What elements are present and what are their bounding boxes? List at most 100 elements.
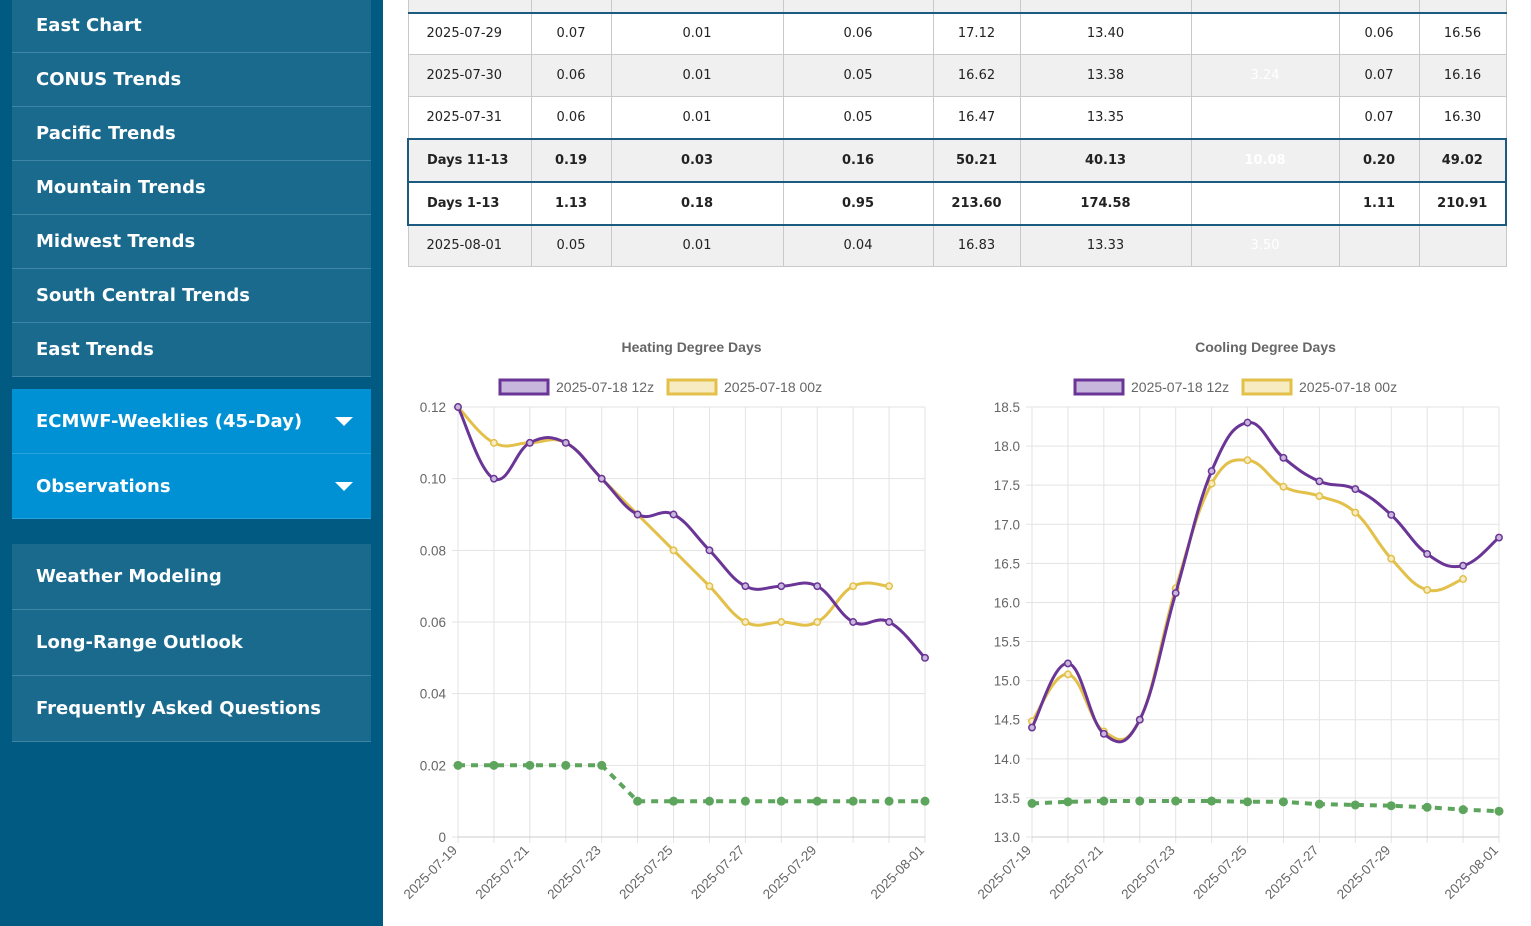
legend-swatch — [1073, 378, 1125, 396]
table-cell: 210.91 — [1418, 180, 1507, 226]
data-point-12z — [921, 653, 929, 662]
data-point-12z — [1279, 453, 1288, 462]
x-tick-label: 2025-07-27 — [688, 843, 747, 902]
nav-item-frequently-asked-questions[interactable]: Frequently Asked Questions — [12, 676, 371, 742]
nav-item-mountain-trends[interactable]: Mountain Trends — [12, 161, 371, 215]
nav-item-label: East Trends — [36, 339, 154, 360]
table-cell — [610, 0, 784, 14]
table-cell: 0.01 — [610, 54, 784, 97]
y-tick-label: 17.5 — [994, 478, 1020, 493]
nav-item-observations[interactable]: Observations — [12, 454, 371, 519]
legend-label: 2025-07-18 00z — [724, 379, 822, 395]
table-cell — [530, 0, 612, 14]
data-table: 2025-07-29 0.07 0.01 0.06 17.12 13.40 3.72 0.06… — [407, 0, 1507, 267]
x-tick-label: 2025-08-01 — [868, 843, 927, 902]
nav-item-label: South Central Trends — [36, 285, 250, 306]
nav-item-label: Mountain Trends — [36, 177, 206, 198]
data-point-00z — [1459, 575, 1468, 583]
x-tick-label: 2025-07-25 — [616, 843, 675, 902]
nav-item-pacific-trends[interactable]: Pacific Trends — [12, 107, 371, 161]
y-tick-label: 0.02 — [420, 758, 446, 773]
table-cell: 50.21 — [932, 137, 1021, 183]
table-cell: 16.30 — [1418, 96, 1507, 139]
nav-item-label: Pacific Trends — [36, 123, 176, 144]
data-point-00z — [741, 618, 750, 626]
table-cell: 0.95 — [782, 180, 934, 226]
nav-item-long-range-outlook[interactable]: Long-Range Outlook — [12, 610, 371, 676]
y-tick-label: 14.5 — [994, 713, 1020, 728]
caret-down-icon — [335, 481, 353, 491]
table-cell: 0.18 — [610, 180, 784, 226]
legend-swatch — [498, 378, 550, 396]
data-point-12z — [1207, 467, 1216, 476]
data-point-normal — [525, 760, 535, 770]
table-cell: 13.33 — [1019, 224, 1192, 267]
table-cell: 3.12 — [1190, 96, 1340, 139]
y-tick-label: 0.08 — [420, 543, 446, 558]
table-cell: 16.83 — [932, 224, 1021, 267]
data-point-normal — [1171, 796, 1181, 806]
data-point-normal — [633, 796, 643, 806]
table-cell: 16.56 — [1418, 12, 1507, 55]
table-cell: 0.01 — [610, 96, 784, 139]
data-point-normal — [1278, 797, 1288, 807]
table-cell: 0.06 — [1338, 12, 1420, 55]
nav-item-weather-modeling[interactable]: Weather Modeling — [12, 544, 371, 610]
data-point-00z — [669, 546, 678, 555]
table-cell: 0.03 — [610, 137, 784, 183]
y-tick-label: 18.5 — [994, 400, 1020, 415]
data-point-12z — [1387, 510, 1396, 519]
x-tick-label: 2025-07-23 — [544, 843, 603, 902]
table-cell: 16.62 — [932, 54, 1021, 97]
nav-item-label: East Chart — [36, 15, 142, 36]
series-line-normal — [458, 763, 925, 804]
nav-item-label: Long-Range Outlook — [36, 632, 243, 653]
x-tick-label: 2025-07-23 — [1118, 843, 1177, 902]
data-point-00z — [1243, 456, 1252, 465]
table-cell — [1019, 0, 1192, 14]
table-cell — [1338, 0, 1420, 14]
table-cell: 2025-07-31 — [407, 96, 532, 139]
nav-item-label: ECMWF-Weeklies (45-Day) — [36, 410, 303, 432]
data-point-12z — [705, 546, 714, 555]
data-point-12z — [849, 618, 858, 626]
table-cell: Days 1-13 — [407, 180, 532, 226]
nav-item-south-central-trends[interactable]: South Central Trends — [12, 269, 371, 323]
y-tick-label: 0.04 — [420, 687, 447, 702]
y-tick-label: 13.0 — [994, 830, 1020, 845]
legend-swatch — [666, 378, 718, 396]
legend-swatch — [1241, 378, 1293, 396]
nav-item-midwest-trends[interactable]: Midwest Trends — [12, 215, 371, 269]
data-point-00z — [1315, 492, 1324, 501]
table-cell: 40.13 — [1019, 137, 1192, 183]
nav-item-ecmwf-weeklies-45-day[interactable]: ECMWF-Weeklies (45-Day) — [12, 389, 371, 454]
data-point-normal — [884, 796, 894, 806]
data-point-normal — [704, 796, 714, 806]
nav-item-east-trends[interactable]: East Trends — [12, 323, 371, 377]
data-point-00z — [813, 618, 822, 626]
table-cell: 0.20 — [1338, 137, 1420, 183]
y-tick-label: 18.0 — [994, 439, 1020, 454]
data-point-12z — [1171, 589, 1180, 598]
nav-item-east-chart[interactable]: East Chart — [12, 0, 371, 53]
table-cell: 0.07 — [530, 12, 612, 55]
table-cell: 3.24 — [1190, 54, 1340, 97]
table-cell — [1418, 0, 1507, 14]
data-point-12z — [1315, 477, 1324, 486]
data-point-12z — [489, 474, 498, 483]
data-point-normal — [1350, 800, 1360, 810]
nav-item-conus-trends[interactable]: CONUS Trends — [12, 53, 371, 107]
x-tick-label: 2025-07-21 — [1047, 843, 1106, 902]
data-point-12z — [1243, 418, 1252, 427]
data-point-12z — [1351, 485, 1360, 494]
table-row: 2025-07-30 0.06 0.01 0.05 16.62 13.38 3.24 0.07… — [407, 54, 1507, 97]
nav-item-label: Weather Modeling — [36, 566, 222, 587]
data-point-00z — [1387, 554, 1396, 563]
table-cell: 16.47 — [932, 96, 1021, 139]
table-cell — [932, 0, 1021, 14]
data-point-00z — [885, 582, 894, 591]
nav-group-info: Weather Modeling Long-Range Outlook Freque… — [12, 544, 371, 742]
y-tick-label: 0.10 — [420, 472, 446, 487]
table-row: 2025-08-01 0.05 0.01 0.04 16.83 13.33 3.50 — [407, 224, 1507, 267]
table-cell: 0.06 — [530, 54, 612, 97]
